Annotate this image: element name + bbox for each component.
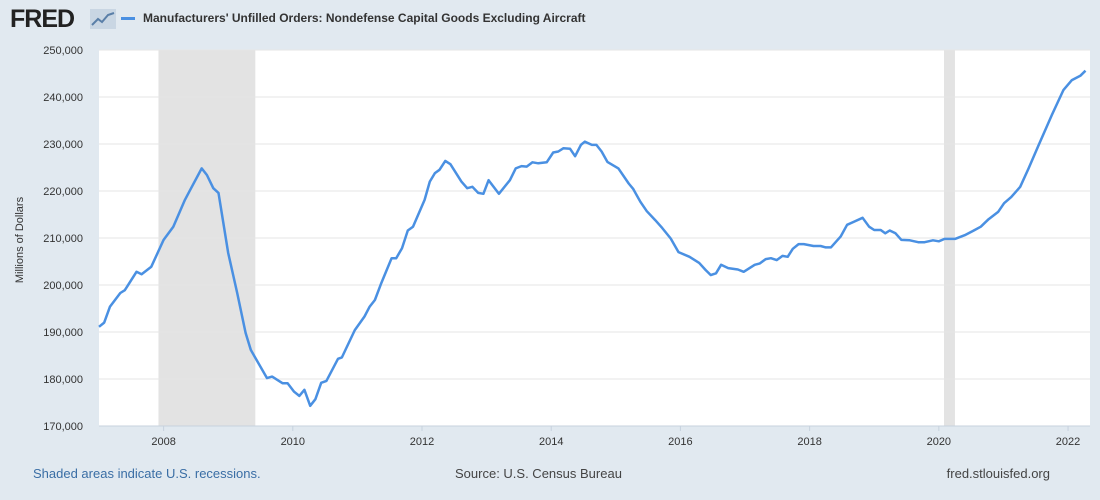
chart-legend: Manufacturers' Unfilled Orders: Nondefen… [121,11,585,25]
recession-note: Shaded areas indicate U.S. recessions. [33,466,261,481]
x-tick-label: 2020 [927,436,951,448]
x-tick-label: 2016 [668,436,692,448]
x-tick-label: 2012 [410,436,434,448]
chart-title: Manufacturers' Unfilled Orders: Nondefen… [143,11,586,25]
y-tick-label: 250,000 [43,45,83,57]
fred-logo[interactable]: FRED [10,5,75,33]
y-tick-label: 210,000 [43,233,83,245]
series-line [98,69,1087,408]
y-tick-label: 180,000 [43,374,83,386]
y-tick-label: 200,000 [43,280,83,292]
y-tick-label: 190,000 [43,327,83,339]
source-note: Source: U.S. Census Bureau [455,466,622,481]
legend-swatch [121,16,135,20]
fred-chart-icon [90,9,116,29]
x-tick-label: 2014 [539,436,563,448]
site-link[interactable]: fred.stlouisfed.org [946,466,1050,481]
y-tick-label: 240,000 [43,92,83,104]
x-tick-label: 2018 [797,436,821,448]
x-tick-label: 2008 [151,436,175,448]
y-tick-label: 170,000 [43,421,83,433]
x-tick-label: 2022 [1056,436,1080,448]
y-tick-label: 230,000 [43,139,83,151]
x-tick-label: 2010 [281,436,305,448]
y-tick-label: 220,000 [43,186,83,198]
